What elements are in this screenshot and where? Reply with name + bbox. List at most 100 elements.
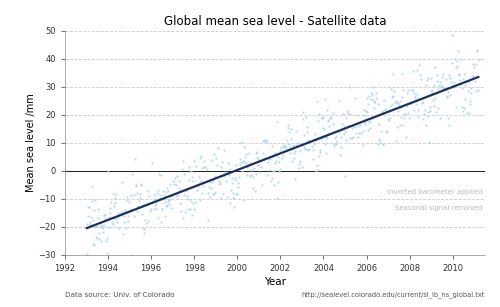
Point xyxy=(377,129,385,134)
Point xyxy=(257,165,265,170)
Point xyxy=(154,216,162,220)
Point xyxy=(216,165,224,170)
Point xyxy=(404,110,412,115)
Point xyxy=(102,239,110,244)
Point xyxy=(263,173,271,177)
Point xyxy=(97,239,105,244)
Point xyxy=(198,165,206,170)
Point xyxy=(229,195,237,200)
Point xyxy=(238,169,246,173)
Point xyxy=(392,99,400,103)
Point xyxy=(184,206,192,211)
Point xyxy=(120,209,128,214)
Point xyxy=(298,142,306,147)
Point xyxy=(281,143,289,148)
Point xyxy=(336,153,344,158)
Point xyxy=(247,161,255,165)
Point xyxy=(284,122,292,127)
Point xyxy=(380,142,388,147)
Text: Inverted barometer applied: Inverted barometer applied xyxy=(387,189,483,195)
Point xyxy=(346,135,354,140)
Point xyxy=(314,167,322,172)
Point xyxy=(339,111,347,116)
Point xyxy=(118,210,126,215)
Point xyxy=(393,101,401,106)
Point xyxy=(163,203,171,208)
Point xyxy=(283,138,291,143)
Point xyxy=(178,208,186,213)
Point xyxy=(389,71,397,76)
Point xyxy=(473,48,481,53)
Point xyxy=(142,220,150,225)
Point xyxy=(211,190,219,195)
Point xyxy=(287,137,295,142)
Point xyxy=(113,220,121,225)
Point xyxy=(83,251,91,256)
Point xyxy=(290,151,298,156)
Point xyxy=(110,203,118,208)
Point xyxy=(312,138,320,143)
Point xyxy=(405,101,413,106)
Point xyxy=(107,200,115,204)
Point xyxy=(385,107,393,112)
Point xyxy=(138,182,145,187)
Point xyxy=(242,173,250,178)
Point xyxy=(195,174,203,179)
Point xyxy=(165,198,173,203)
Point xyxy=(426,105,434,110)
Point xyxy=(306,147,314,152)
Point xyxy=(448,80,456,85)
Point xyxy=(360,113,368,118)
Point xyxy=(362,109,370,114)
Point xyxy=(246,168,254,173)
Point xyxy=(140,218,148,223)
Point xyxy=(190,159,198,164)
Point xyxy=(466,99,473,103)
Point xyxy=(183,193,191,198)
Point xyxy=(92,223,100,228)
Point xyxy=(160,193,168,198)
Point xyxy=(414,115,422,120)
Point xyxy=(404,88,412,93)
Point xyxy=(378,109,386,114)
Point xyxy=(262,139,270,144)
Point xyxy=(108,191,116,196)
Point xyxy=(298,165,306,170)
Point xyxy=(168,205,175,210)
Point xyxy=(189,200,197,205)
Point xyxy=(158,206,166,211)
Point xyxy=(271,150,279,155)
Point xyxy=(92,235,100,240)
Point xyxy=(416,63,424,68)
Point xyxy=(194,183,202,188)
Point xyxy=(249,174,257,179)
Point xyxy=(143,203,151,208)
Point xyxy=(445,122,453,127)
Point xyxy=(402,101,410,106)
Point xyxy=(138,226,146,231)
Point xyxy=(378,110,386,115)
Point xyxy=(336,99,344,104)
Point xyxy=(431,65,439,70)
Point xyxy=(181,210,189,215)
Point xyxy=(442,93,450,98)
Point xyxy=(327,114,335,119)
Point xyxy=(317,137,325,142)
Point xyxy=(350,124,358,129)
Point xyxy=(356,122,364,127)
Point xyxy=(269,168,277,173)
Point xyxy=(346,111,354,116)
Point xyxy=(460,76,468,81)
Point xyxy=(137,182,145,187)
Point xyxy=(236,156,244,161)
Point xyxy=(290,142,298,147)
Point xyxy=(410,90,418,95)
Point xyxy=(110,215,118,220)
Point xyxy=(433,79,441,84)
Point xyxy=(150,202,158,207)
Point xyxy=(252,172,260,177)
Point xyxy=(266,157,274,161)
Point xyxy=(453,58,461,63)
Point xyxy=(204,218,212,223)
Point xyxy=(416,72,424,77)
